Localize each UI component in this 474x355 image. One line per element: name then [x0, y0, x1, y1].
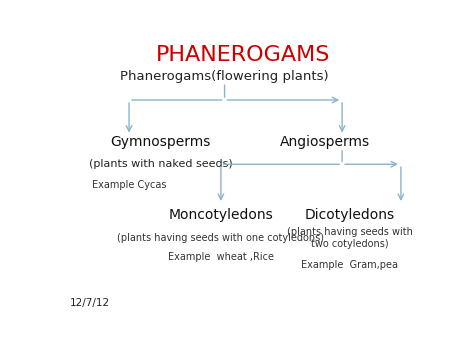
Text: Example  Gram,pea: Example Gram,pea	[301, 260, 398, 271]
Text: Moncotyledons: Moncotyledons	[169, 208, 273, 222]
Text: 12/7/12: 12/7/12	[70, 298, 110, 308]
Text: Example Cycas: Example Cycas	[92, 180, 167, 190]
Text: Gymnosperms: Gymnosperms	[110, 135, 211, 149]
Text: PHANEROGAMS: PHANEROGAMS	[156, 45, 330, 65]
Text: (plants having seeds with
two cotyledons): (plants having seeds with two cotyledons…	[286, 227, 412, 249]
Text: Angiosperms: Angiosperms	[280, 135, 370, 149]
Text: (plants having seeds with one cotyledons): (plants having seeds with one cotyledons…	[118, 233, 324, 243]
Text: Phanerogams(flowering plants): Phanerogams(flowering plants)	[120, 70, 329, 83]
Text: Example  wheat ,Rice: Example wheat ,Rice	[168, 252, 274, 262]
Text: Dicotyledons: Dicotyledons	[304, 208, 394, 222]
Text: (plants with naked seeds): (plants with naked seeds)	[89, 159, 232, 169]
